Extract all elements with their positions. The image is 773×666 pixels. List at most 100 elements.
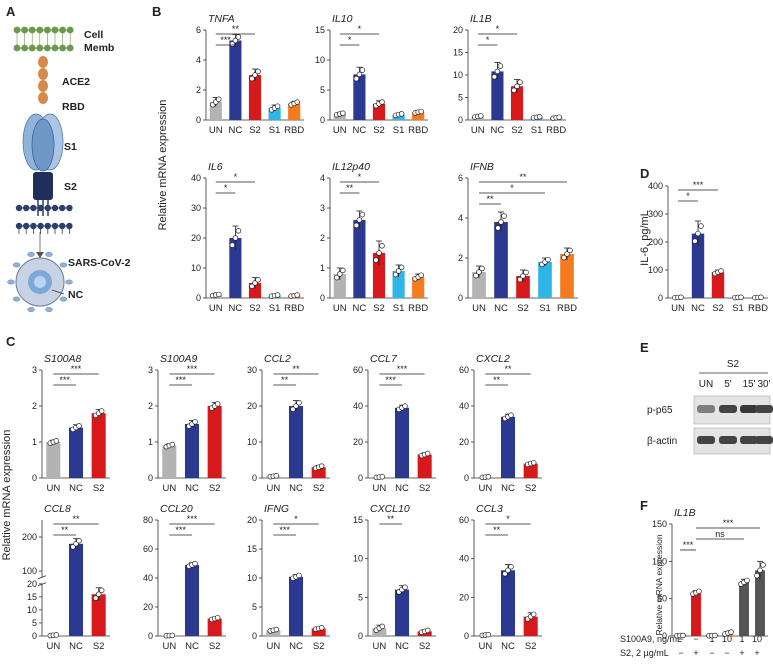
band-actin	[755, 436, 773, 444]
data-point	[252, 72, 258, 78]
x-tick-label: S2	[373, 125, 385, 136]
y-tick-label: 300	[648, 209, 663, 219]
bar	[691, 233, 705, 298]
bar	[353, 74, 366, 120]
panel-label-a: A	[6, 4, 16, 19]
data-point	[229, 242, 236, 248]
data-point	[478, 113, 484, 119]
y-tick-label: 2	[148, 401, 153, 411]
data-point	[418, 108, 424, 115]
y-tick-label: 10	[353, 554, 363, 564]
membrane-bead	[36, 26, 44, 34]
y-tick-label: 60	[459, 365, 469, 375]
data-point	[479, 265, 485, 272]
y-tick-label: 40	[459, 401, 469, 411]
significance-label: ***	[397, 364, 408, 374]
data-point	[214, 614, 221, 621]
data-point	[216, 291, 222, 298]
significance-label: **	[281, 375, 289, 385]
chart-title: CCL2	[264, 353, 291, 365]
label-rbd: RBD	[62, 101, 85, 113]
x-tick-label: RBD	[284, 303, 304, 314]
data-point	[502, 570, 508, 577]
panel-label-d: D	[640, 166, 649, 181]
data-point	[692, 238, 698, 244]
data-point	[536, 114, 543, 120]
data-point	[249, 75, 255, 82]
panel-label-f: F	[640, 498, 648, 513]
viral-membrane-icon	[15, 204, 73, 234]
table-cell: −	[693, 634, 698, 644]
bar	[412, 112, 425, 120]
significance-label: *	[224, 183, 228, 193]
data-point	[476, 269, 482, 275]
label-ace2: ACE2	[62, 76, 90, 88]
bar	[288, 103, 301, 120]
data-point	[318, 463, 325, 469]
y-tick-label: 100	[652, 556, 667, 566]
chart-c_ccl2: 0 10 20 30 CCL2 UN NC S2 ****	[247, 353, 330, 494]
x-tick-label: NC	[185, 483, 199, 494]
y-tick-label: 5	[320, 85, 325, 95]
x-tick-label: UN	[372, 641, 386, 652]
significance-label: ***	[723, 518, 734, 528]
x-tick-label: UN	[478, 483, 492, 494]
table-cell: −	[678, 648, 683, 658]
y-tick-label: 10	[191, 263, 201, 273]
x-tick-label: NC	[501, 641, 515, 652]
data-point	[517, 79, 523, 85]
virion-spike	[59, 262, 68, 268]
x-tick-label: S1	[539, 303, 551, 314]
panel-label-e: E	[640, 340, 649, 355]
y-tick-label: 0	[32, 473, 37, 483]
lane-label: 5'	[724, 379, 732, 390]
label-memb: Memb	[84, 42, 114, 54]
data-point	[294, 292, 300, 298]
data-point	[754, 572, 760, 579]
data-point	[296, 572, 302, 579]
data-point	[501, 213, 507, 219]
x-tick-label: UN	[471, 125, 485, 136]
y-tick-label: 0	[320, 293, 325, 303]
data-point	[678, 294, 684, 301]
significance-label: **	[72, 514, 80, 524]
bar	[538, 262, 552, 298]
schematic-diagram: Cell Memb ACE2 RBD S1 S2	[7, 26, 131, 312]
y-tick-label: 60	[353, 365, 363, 375]
bar	[560, 254, 574, 298]
y-tick-label: 30	[247, 365, 257, 375]
x-tick-label: S2	[209, 483, 221, 494]
y-tick-label: 60	[459, 515, 469, 525]
data-point	[274, 103, 281, 109]
x-tick-label: S2	[209, 641, 221, 652]
table-cell: +	[739, 648, 744, 658]
y-tick-label: 200	[648, 237, 663, 247]
y-tick-label: 20	[353, 437, 363, 447]
data-point	[334, 274, 340, 281]
y-tick-label: 50	[657, 594, 667, 604]
table-cell: 1	[739, 634, 744, 644]
x-tick-label: RBD	[748, 303, 768, 314]
data-point	[491, 74, 498, 80]
significance-label: *	[348, 35, 352, 45]
data-point	[379, 243, 385, 249]
bar	[266, 630, 281, 636]
bar	[207, 618, 222, 636]
x-tick-label: UN	[162, 641, 176, 652]
panel-b-ylabel: Relative mRNA expression	[157, 100, 169, 231]
data-point	[508, 412, 514, 418]
data-point	[274, 292, 281, 298]
data-point	[169, 632, 176, 639]
y-tick-label: 30	[191, 203, 201, 213]
table-cell: 1	[709, 634, 714, 644]
data-point	[53, 438, 60, 444]
significance-label: ***	[279, 525, 290, 535]
data-point	[92, 595, 99, 601]
x-tick-label: NC	[491, 125, 505, 136]
x-tick-label: RBD	[408, 125, 428, 136]
table-cell: +	[754, 648, 759, 658]
data-point	[424, 450, 431, 457]
data-point	[53, 632, 60, 638]
band-p65	[740, 405, 758, 413]
